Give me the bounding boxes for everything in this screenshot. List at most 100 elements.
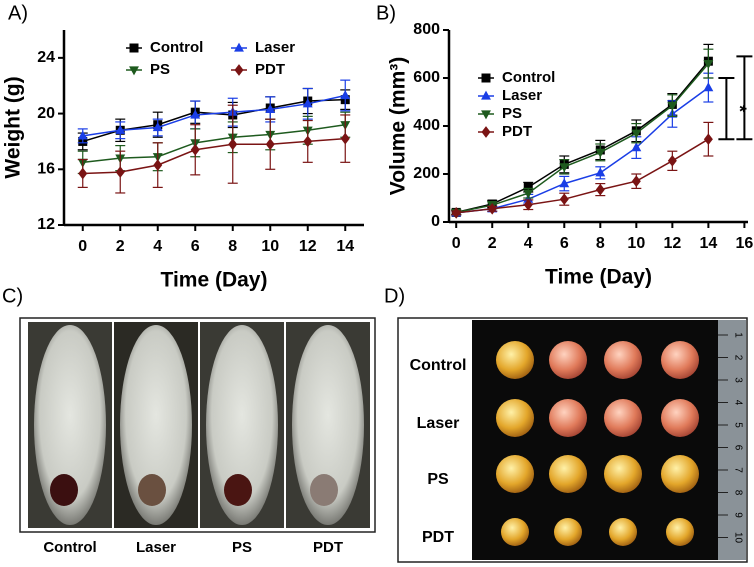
data-point [115, 166, 125, 178]
series-line [82, 123, 346, 164]
x-tick-label: 10 [261, 238, 279, 255]
legend-label: PDT [502, 123, 532, 140]
mouse [120, 325, 192, 525]
ruler-number: 6 [732, 445, 743, 451]
legend-marker [129, 66, 139, 76]
series-line [456, 86, 709, 214]
photo-caption: Laser [136, 539, 176, 556]
significance-label: * [730, 105, 750, 112]
data-point [595, 148, 606, 158]
data-point [559, 193, 569, 206]
series-line [82, 94, 346, 137]
x-tick-label: 2 [116, 238, 125, 255]
x-tick-label: 14 [699, 235, 717, 252]
data-point [340, 132, 350, 145]
x-tick-label: 0 [452, 235, 461, 252]
legend-label: Laser [502, 87, 542, 104]
legend-label: PDT [255, 61, 285, 78]
data-point [667, 102, 678, 111]
ruler-number: 5 [732, 422, 743, 428]
tumor [554, 518, 582, 546]
mouse [206, 325, 278, 525]
legend-marker [234, 42, 244, 52]
data-point [228, 138, 238, 151]
x-tick-label: 4 [524, 235, 533, 252]
row-label: PDT [422, 529, 454, 546]
x-tick-label: 4 [153, 238, 162, 255]
mouse [292, 325, 364, 525]
y-tick-label: 20 [37, 105, 55, 122]
tumor [138, 474, 166, 506]
data-point [631, 142, 642, 152]
tumor [549, 341, 587, 379]
legend-label: Laser [255, 39, 295, 56]
legend-marker [234, 64, 244, 76]
legend-marker [481, 73, 491, 83]
ruler-number: 8 [732, 490, 743, 496]
y-tick-label: 24 [37, 49, 55, 66]
panel-label: D) [384, 285, 405, 307]
legend-label: Control [502, 69, 555, 86]
data-point [77, 130, 88, 140]
data-point [523, 182, 533, 192]
data-point [667, 154, 677, 167]
x-tick-label: 10 [627, 235, 645, 252]
y-tick-label: 12 [37, 216, 55, 233]
data-point [451, 207, 461, 219]
x-tick-label: 0 [78, 238, 87, 255]
x-tick-label: 14 [336, 238, 354, 255]
data-point [523, 198, 533, 211]
tumor [50, 474, 78, 506]
data-point [78, 167, 88, 180]
y-tick-label: 0 [431, 213, 440, 230]
x-tick-label: 6 [560, 235, 569, 252]
x-tick-label: 8 [596, 235, 605, 252]
tumor [224, 474, 252, 506]
x-tick-label: 6 [191, 238, 200, 255]
data-point [523, 189, 534, 199]
data-point [265, 138, 275, 151]
tumor [604, 341, 642, 379]
tumor [496, 399, 534, 437]
ruler-number: 7 [732, 467, 743, 473]
legend-marker [481, 110, 491, 120]
mouse [34, 325, 106, 525]
data-point [703, 60, 714, 69]
data-point [303, 135, 313, 148]
series-line [82, 137, 346, 175]
panel-label: B) [376, 2, 396, 24]
y-tick-label: 400 [413, 117, 440, 134]
data-point [559, 163, 570, 173]
tumor [661, 341, 699, 379]
photo-caption: PDT [313, 539, 343, 556]
legend-label: Control [150, 39, 203, 56]
data-point [631, 175, 641, 188]
data-point [703, 133, 713, 146]
tumor [549, 455, 587, 493]
row-label: Laser [417, 415, 460, 432]
data-point [595, 183, 605, 196]
photo-caption: PS [232, 539, 252, 556]
series-line [456, 63, 709, 214]
legend-marker [481, 90, 491, 100]
legend-marker [129, 43, 139, 53]
ruler-number: 2 [732, 355, 743, 361]
significance-label: ** [748, 91, 754, 105]
ruler-number: 3 [732, 377, 743, 383]
row-label: Control [410, 357, 467, 374]
tumor [666, 518, 694, 546]
series-line [456, 60, 709, 214]
data-point [115, 124, 126, 134]
tumor [609, 518, 637, 546]
legend-marker [481, 126, 491, 138]
legend-label: PS [502, 105, 522, 122]
x-tick-label: 12 [663, 235, 681, 252]
ruler-number: 9 [732, 512, 743, 518]
x-axis-title: Time (Day) [161, 269, 268, 292]
y-axis-title: Weight (g) [2, 76, 25, 178]
data-point [302, 98, 313, 108]
tumor [496, 455, 534, 493]
row-label: PS [427, 471, 449, 488]
ruler-number: 10 [732, 532, 743, 544]
